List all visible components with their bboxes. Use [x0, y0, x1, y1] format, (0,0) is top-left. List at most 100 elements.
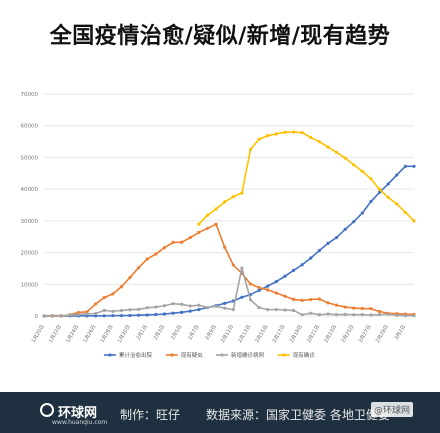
data-point	[291, 308, 296, 313]
x-tick-label: 1月22日	[48, 324, 63, 344]
y-tick-label: 20000	[21, 251, 39, 257]
data-point	[291, 130, 296, 134]
footer-logo: 环球网	[58, 406, 98, 421]
watermark: @环球网	[371, 402, 414, 417]
data-point	[334, 150, 339, 154]
data-point	[326, 301, 330, 305]
data-point	[128, 308, 132, 312]
data-point	[352, 306, 356, 310]
data-point	[85, 312, 89, 316]
data-point	[42, 314, 46, 318]
data-point	[171, 311, 175, 315]
data-point	[248, 147, 253, 152]
x-tick-label: 2月21日	[306, 324, 321, 344]
data-point	[137, 307, 141, 311]
data-point	[180, 302, 184, 306]
x-tick-label: 2月15日	[254, 324, 269, 344]
data-point	[412, 164, 416, 168]
data-point	[326, 145, 330, 149]
data-point	[162, 312, 167, 316]
data-point	[223, 245, 227, 249]
data-point	[283, 308, 287, 312]
y-tick-label: 50000	[21, 155, 39, 161]
data-point	[180, 240, 184, 244]
x-tick-label: 2月13日	[237, 324, 252, 344]
data-point	[137, 313, 141, 317]
data-point	[51, 313, 55, 318]
data-point	[274, 307, 278, 312]
data-point	[68, 313, 72, 317]
data-point	[231, 308, 235, 312]
data-point	[395, 313, 399, 317]
data-point	[377, 313, 382, 317]
data-point	[171, 240, 175, 244]
data-point	[248, 282, 253, 286]
legend-label: 累计治愈出院	[119, 351, 153, 359]
data-point	[257, 306, 261, 310]
data-point	[154, 252, 158, 256]
data-point	[343, 227, 347, 231]
data-point	[180, 310, 184, 314]
footer-source: 数据来源：国家卫健委 各地卫健委	[206, 408, 390, 422]
legend-label: 新增确诊病例	[231, 351, 265, 359]
data-point	[343, 305, 347, 309]
data-point	[369, 177, 373, 181]
data-point	[266, 134, 270, 138]
data-point	[257, 285, 261, 290]
data-point	[145, 306, 149, 310]
legend-marker	[220, 353, 224, 357]
data-point	[188, 304, 192, 308]
data-point	[188, 309, 192, 313]
data-point	[360, 169, 364, 173]
data-point	[317, 297, 321, 301]
data-point	[248, 298, 253, 302]
y-tick-label: 40000	[21, 187, 39, 193]
data-point	[102, 314, 106, 318]
data-point	[214, 304, 218, 308]
y-tick-label: 30000	[21, 219, 39, 225]
data-point	[283, 274, 287, 278]
x-tick-label: 2月7日	[187, 324, 200, 341]
footer-url: www.huanqiu.com	[52, 419, 108, 426]
data-point	[352, 163, 356, 167]
x-tick-label: 2月25日	[341, 324, 356, 344]
data-point	[102, 308, 106, 312]
data-point	[326, 312, 330, 316]
footer-bar: 环球网 www.huanqiu.com 制作：旺仔 数据来源：国家卫健委 各地卫…	[0, 392, 440, 433]
data-point	[386, 195, 390, 199]
data-point	[352, 220, 356, 224]
data-point	[317, 248, 321, 253]
data-point	[300, 263, 304, 267]
footer-maker: 制作：旺仔	[120, 408, 181, 422]
data-point	[377, 309, 382, 314]
chart-title: 全国疫情治愈/疑似/新增/现有趋势	[49, 24, 391, 49]
data-point	[309, 311, 313, 315]
data-point	[128, 313, 132, 318]
data-point	[94, 314, 98, 318]
data-point	[326, 241, 330, 246]
data-point	[283, 294, 287, 298]
data-point	[188, 236, 192, 240]
data-point	[145, 313, 149, 317]
x-tick-label: 2月23日	[323, 324, 338, 344]
data-point	[360, 313, 364, 317]
data-point	[205, 213, 210, 217]
x-tick-label: 2月19日	[289, 324, 304, 344]
data-point	[154, 312, 158, 317]
data-point	[94, 311, 98, 316]
data-point	[223, 306, 227, 310]
data-point	[119, 314, 124, 318]
data-point	[412, 314, 416, 318]
y-tick-label: 60000	[21, 124, 39, 130]
legend-label: 现有确诊	[293, 351, 316, 359]
data-point	[205, 226, 210, 230]
data-point	[403, 210, 407, 215]
data-point	[197, 307, 201, 312]
data-point	[231, 195, 235, 199]
data-point	[223, 301, 227, 305]
data-point	[360, 306, 364, 311]
x-tick-label: 2月29日	[375, 324, 390, 344]
data-point	[231, 263, 235, 267]
data-point	[334, 303, 339, 307]
data-point	[386, 312, 390, 316]
